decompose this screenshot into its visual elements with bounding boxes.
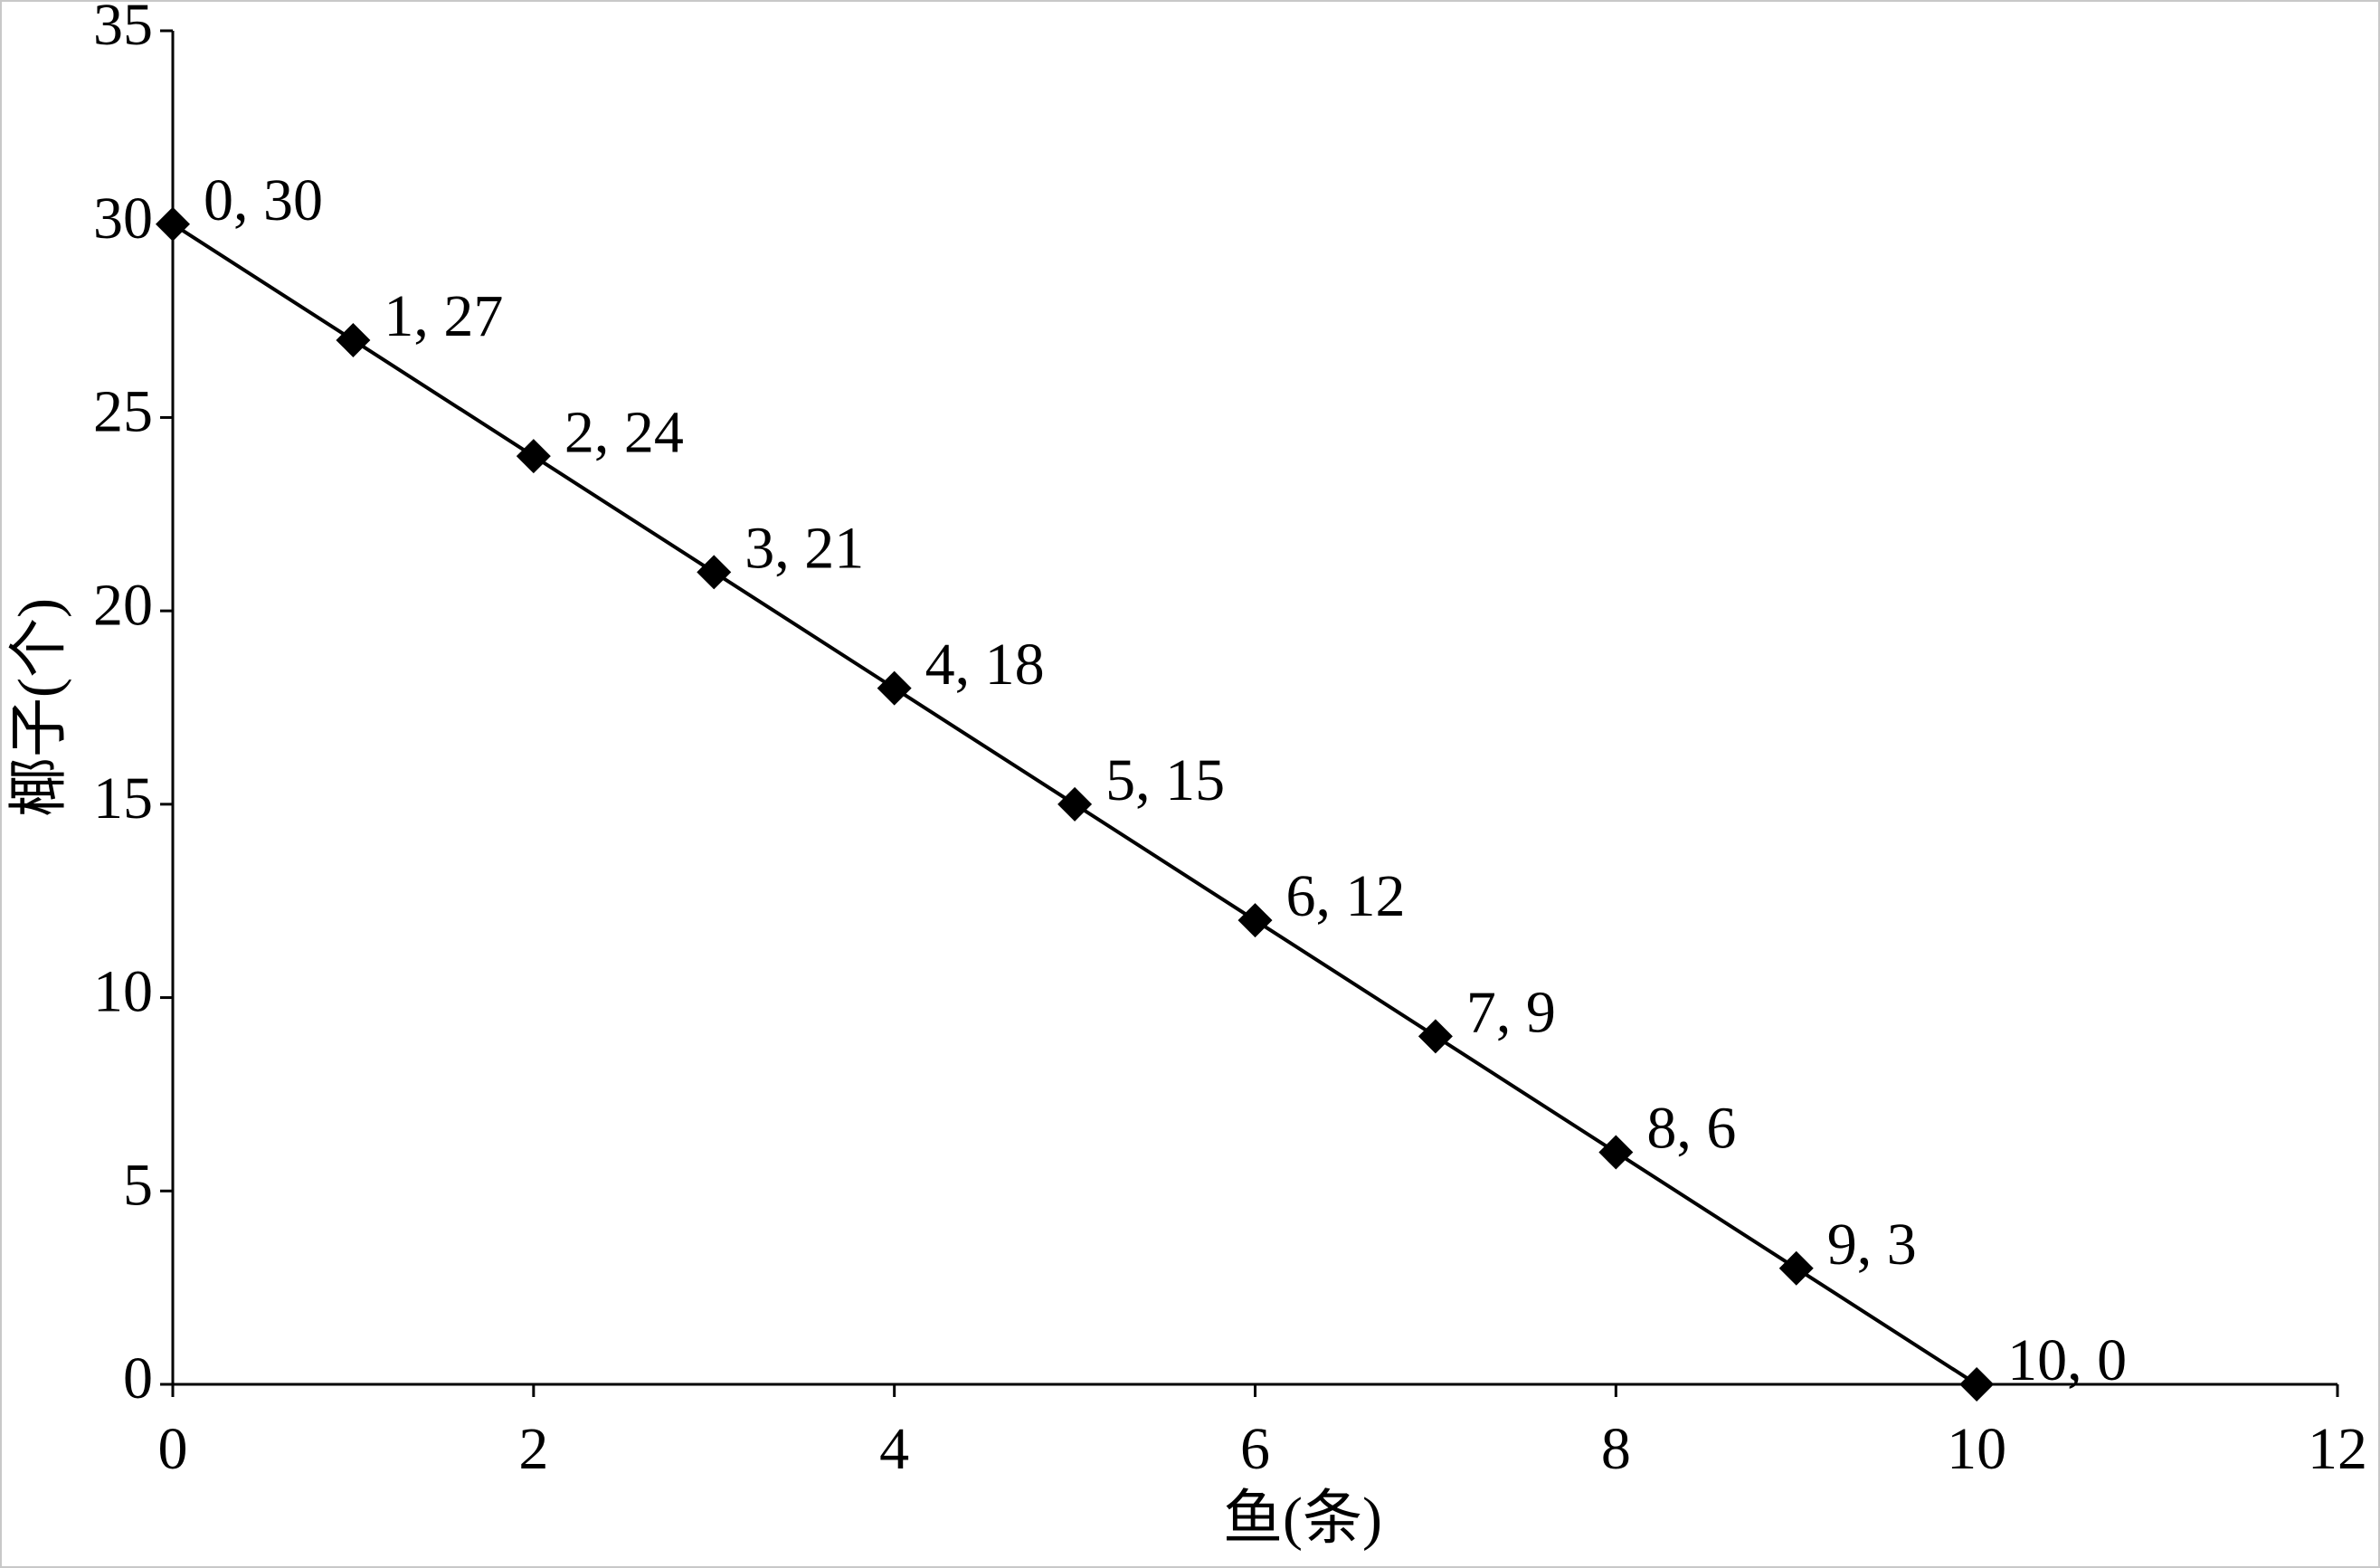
marker (1959, 1367, 1995, 1402)
marker (697, 555, 732, 590)
y-axis-label: 椰子(个) (6, 598, 72, 817)
y-tick-label: 20 (93, 572, 153, 638)
marker (1057, 786, 1093, 822)
marker (1418, 1019, 1453, 1054)
y-tick-label: 0 (123, 1345, 153, 1411)
x-tick-label: 12 (2308, 1416, 2367, 1482)
marker (156, 206, 190, 242)
x-tick-label: 0 (158, 1416, 188, 1482)
data-label: 8, 6 (1646, 1096, 1736, 1162)
x-tick-label: 4 (879, 1416, 909, 1482)
data-label: 6, 12 (1286, 863, 1406, 929)
y-tick-label: 15 (93, 765, 153, 832)
x-tick-label: 6 (1240, 1416, 1270, 1482)
y-tick-label: 25 (93, 379, 153, 445)
data-label: 0, 30 (204, 167, 323, 233)
x-axis-label: 鱼(条) (1223, 1486, 1382, 1552)
marker (1598, 1135, 1634, 1170)
y-tick-label: 5 (123, 1152, 153, 1218)
x-tick-label: 10 (1947, 1416, 2006, 1482)
data-label: 3, 21 (744, 516, 864, 582)
data-label: 4, 18 (925, 632, 1045, 698)
data-label: 5, 15 (1105, 747, 1225, 813)
data-label: 10, 0 (2007, 1327, 2127, 1393)
marker (1778, 1250, 1814, 1286)
data-label: 9, 3 (1827, 1212, 1917, 1278)
data-label: 7, 9 (1466, 979, 1556, 1045)
data-label: 2, 24 (564, 399, 684, 465)
y-tick-label: 30 (93, 185, 153, 252)
marker (1237, 903, 1273, 938)
y-tick-label: 35 (93, 0, 153, 58)
y-tick-label: 10 (93, 959, 153, 1025)
marker (516, 439, 551, 474)
marker (336, 322, 371, 357)
x-tick-label: 2 (518, 1416, 548, 1482)
marker (877, 670, 912, 706)
data-label: 1, 27 (384, 283, 503, 349)
x-tick-label: 8 (1601, 1416, 1631, 1482)
